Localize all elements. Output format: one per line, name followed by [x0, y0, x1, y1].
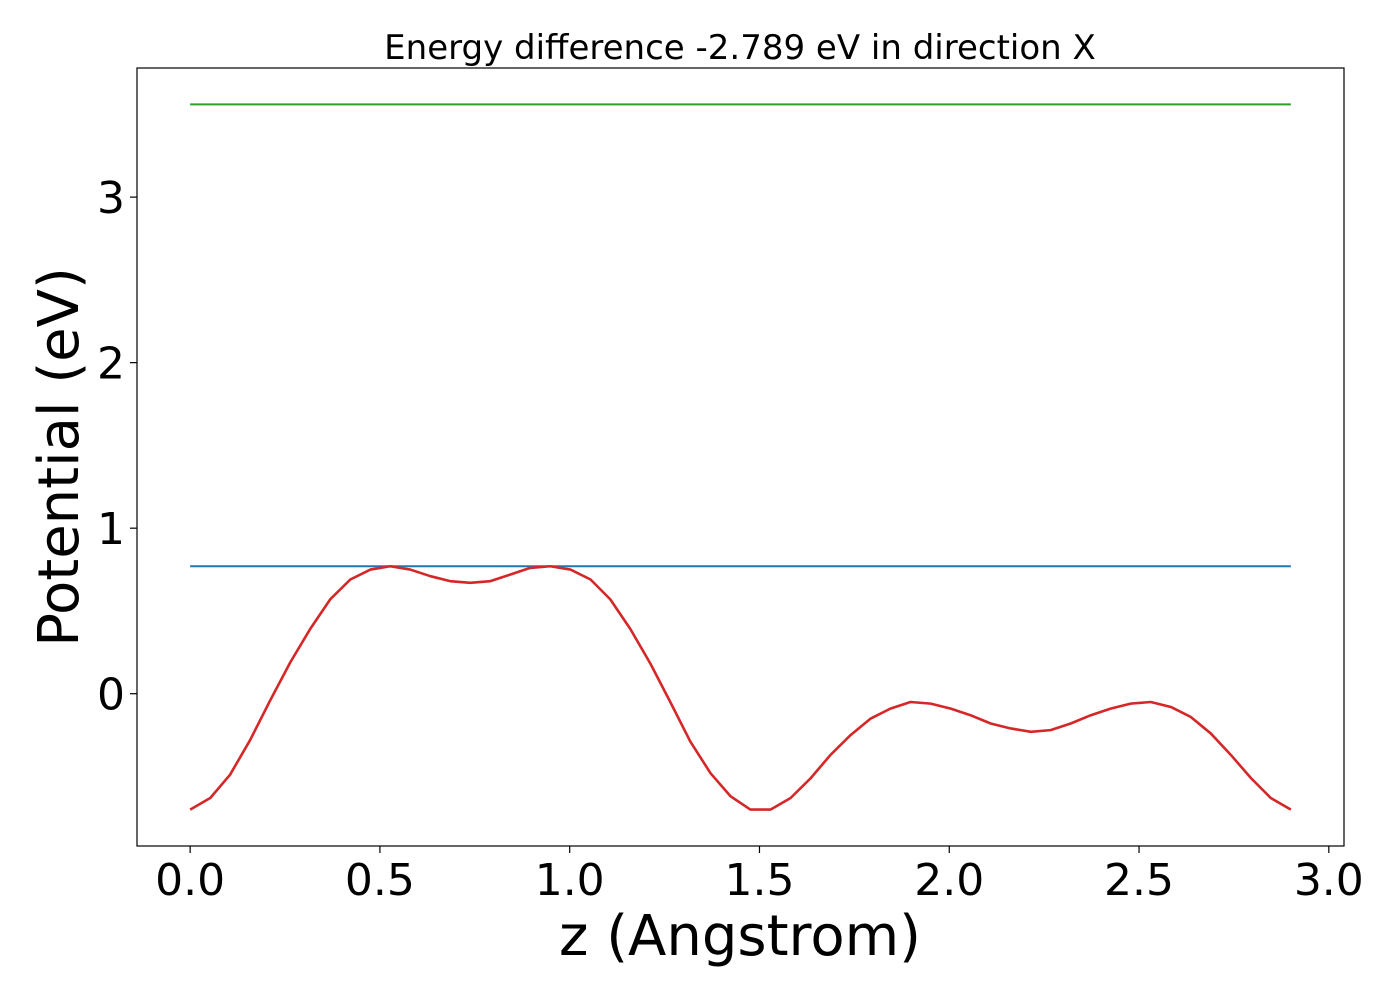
y-tick-label: 3	[97, 173, 125, 224]
series-line-2	[189, 564, 1292, 811]
x-tick-label: 3.0	[1294, 855, 1364, 906]
series-layer	[189, 103, 1292, 811]
y-tick-label: 0	[97, 670, 125, 721]
y-axis: 0 1 2 3	[97, 173, 137, 721]
x-tick-label: 2.0	[914, 855, 984, 906]
x-tick-label: 0.0	[155, 855, 225, 906]
x-axis-label: z (Angstrom)	[559, 904, 921, 969]
x-tick-label: 1.5	[724, 855, 794, 906]
chart-title: Energy difference -2.789 eV in direction…	[384, 28, 1096, 68]
x-tick-label: 1.0	[535, 855, 605, 906]
y-tick-label: 2	[97, 339, 125, 390]
y-axis-label: Potential (eV)	[27, 267, 92, 647]
x-tick-label: 2.5	[1104, 855, 1174, 906]
plot-frame	[136, 67, 1345, 847]
y-tick-label: 1	[97, 504, 125, 555]
x-tick-label: 0.5	[345, 855, 415, 906]
x-axis: 0.0 0.5 1.0 1.5 2.0 2.5 3.0	[155, 846, 1364, 906]
